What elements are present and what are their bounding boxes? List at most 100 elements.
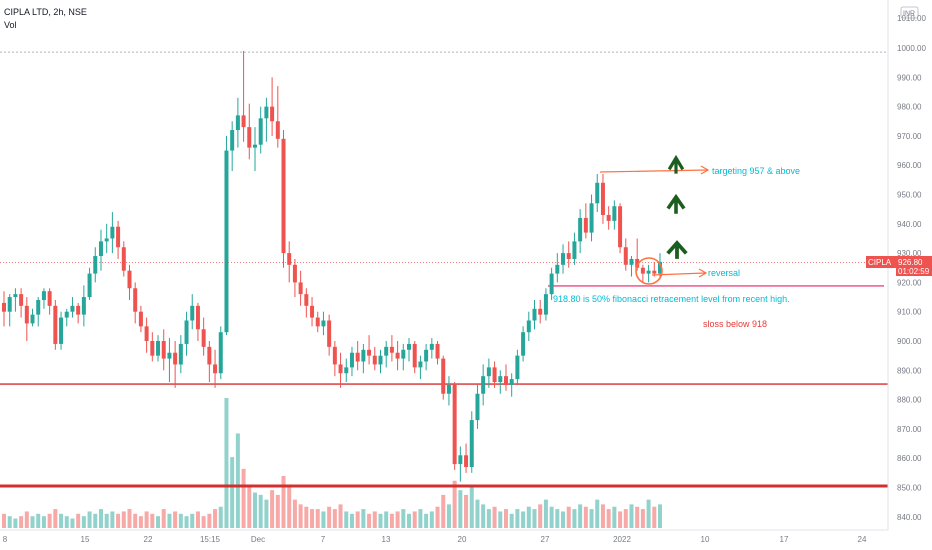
volume-bar bbox=[327, 506, 332, 528]
candle-body bbox=[441, 358, 446, 394]
volume-bar bbox=[458, 490, 463, 528]
candle-body bbox=[629, 258, 634, 265]
time-axis-label: 15:15 bbox=[200, 535, 221, 544]
up-arrow-icon bbox=[666, 240, 688, 259]
volume-bar bbox=[47, 513, 52, 528]
candle-body bbox=[424, 349, 429, 362]
volume-bar bbox=[441, 494, 446, 528]
candle-body bbox=[144, 326, 149, 341]
volume-bar bbox=[635, 506, 640, 528]
candle-body bbox=[76, 305, 81, 315]
volume-bar bbox=[332, 509, 337, 528]
volume-bar bbox=[572, 509, 577, 528]
volume-bar bbox=[270, 490, 275, 528]
candle-body bbox=[87, 273, 92, 298]
candle-body bbox=[173, 352, 178, 365]
volume-bar bbox=[583, 506, 588, 528]
volume-bar bbox=[247, 485, 252, 528]
candle-body bbox=[281, 138, 286, 254]
price-axis-label: 940.00 bbox=[897, 220, 922, 229]
candle-body bbox=[595, 182, 600, 204]
stoploss-annotation: sloss below 918 bbox=[703, 319, 767, 329]
volume-bar bbox=[509, 513, 514, 528]
candle-body bbox=[543, 294, 548, 315]
candle-body bbox=[600, 182, 605, 216]
price-axis-label: 850.00 bbox=[897, 484, 922, 493]
volume-bar bbox=[264, 499, 269, 528]
candle-body bbox=[235, 115, 240, 131]
candle-body bbox=[241, 115, 246, 128]
candle-body bbox=[327, 320, 332, 347]
volume-bar bbox=[156, 516, 161, 528]
candle-body bbox=[161, 341, 166, 359]
candle-body bbox=[304, 294, 309, 306]
volume-bar bbox=[429, 511, 434, 528]
candle-body bbox=[224, 150, 229, 333]
candle-body bbox=[503, 376, 508, 385]
price-axis[interactable]: 1000.00 990.00 980.00 970.00 960.00 950.00 940… bbox=[887, 0, 926, 530]
candle-body bbox=[184, 320, 189, 344]
volume-bar bbox=[315, 509, 320, 528]
candle-body bbox=[310, 305, 315, 318]
chart-grid bbox=[0, 0, 888, 530]
volume-bar bbox=[275, 494, 280, 528]
candle-body bbox=[47, 291, 52, 306]
volume-bar bbox=[110, 511, 115, 528]
candle-body bbox=[486, 367, 491, 377]
candle-body bbox=[583, 217, 588, 233]
candle-body bbox=[658, 261, 662, 274]
volume-bar bbox=[384, 511, 389, 528]
volume-bar bbox=[349, 513, 354, 528]
volume-bar bbox=[116, 513, 121, 528]
volume-bar bbox=[201, 516, 206, 528]
volume-bar bbox=[24, 511, 29, 528]
volume-bar bbox=[150, 513, 155, 528]
volume-bar bbox=[549, 506, 554, 528]
time-axis-label: 27 bbox=[541, 535, 550, 544]
candle-body bbox=[287, 253, 292, 265]
volume-bar bbox=[321, 511, 326, 528]
candle-body bbox=[418, 361, 423, 368]
price-tag-value: 926.80 bbox=[898, 258, 923, 267]
candle-body bbox=[264, 106, 269, 119]
candle-body bbox=[36, 299, 41, 315]
candle-body bbox=[121, 247, 126, 271]
volume-bar bbox=[424, 513, 429, 528]
currency-badge[interactable] bbox=[900, 6, 919, 19]
candle-body bbox=[150, 341, 155, 356]
price-axis-label: 1000.00 bbox=[897, 44, 926, 53]
symbol-title[interactable]: CIPLA LTD, 2h, NSE bbox=[4, 7, 87, 17]
candle-body bbox=[549, 273, 554, 295]
volume-bar bbox=[241, 468, 246, 528]
candle-body bbox=[349, 352, 354, 368]
target-arrow-line bbox=[599, 169, 708, 173]
volume-bar bbox=[492, 506, 497, 528]
volume-label[interactable]: Vol bbox=[4, 20, 17, 30]
volume-bar bbox=[178, 513, 183, 528]
volume-bars bbox=[2, 398, 662, 528]
volume-bar bbox=[98, 509, 103, 528]
price-axis-label: 980.00 bbox=[897, 103, 922, 112]
candle-body bbox=[7, 297, 12, 312]
volume-bar bbox=[59, 513, 64, 528]
time-axis-label: 20 bbox=[458, 535, 467, 544]
price-axis-label: 990.00 bbox=[897, 73, 922, 82]
candle-body bbox=[338, 364, 343, 374]
candle-body bbox=[589, 203, 594, 233]
price-axis-label: 880.00 bbox=[897, 396, 922, 405]
candle-body bbox=[133, 288, 138, 312]
volume-bar bbox=[486, 509, 491, 528]
volume-bar bbox=[407, 513, 412, 528]
candle-body bbox=[446, 384, 451, 394]
candle-body bbox=[59, 317, 64, 344]
candle-body bbox=[612, 206, 617, 221]
volume-bar bbox=[612, 506, 617, 528]
volume-bar bbox=[2, 513, 6, 528]
candle-body bbox=[475, 393, 480, 421]
time-axis[interactable]: 8 15 22 15:15 Dec 7 13 20 27 2022 10 17 24 bbox=[0, 529, 888, 544]
candle-body bbox=[566, 253, 571, 259]
volume-bar bbox=[606, 509, 611, 528]
candle-body bbox=[207, 346, 212, 365]
candle-body bbox=[110, 226, 115, 239]
